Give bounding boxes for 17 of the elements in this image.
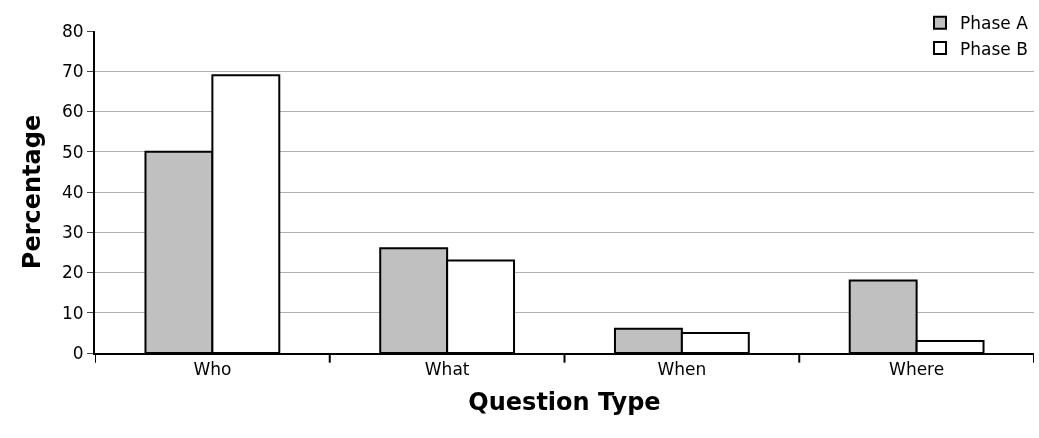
- y-tick-label: 80: [61, 20, 84, 41]
- x-tick-label: When: [657, 359, 707, 380]
- y-tick-label: 40: [61, 181, 84, 202]
- legend-label: Phase A: [960, 13, 1029, 34]
- x-tick-label: Who: [193, 359, 232, 380]
- legend-label: Phase B: [960, 38, 1028, 59]
- y-tick-label: 30: [61, 222, 84, 243]
- y-tick-label: 0: [72, 342, 84, 363]
- y-axis-title: Percentage: [17, 114, 46, 270]
- x-tick-label: What: [424, 359, 470, 380]
- x-axis-title: Question Type: [468, 388, 661, 417]
- y-tick-label: 50: [61, 141, 84, 162]
- y-tick-label: 70: [61, 61, 84, 82]
- y-tick-label: 20: [61, 262, 84, 283]
- y-tick-label: 10: [61, 302, 84, 323]
- x-tick-label: Where: [889, 359, 945, 380]
- y-tick-label: 60: [61, 101, 84, 122]
